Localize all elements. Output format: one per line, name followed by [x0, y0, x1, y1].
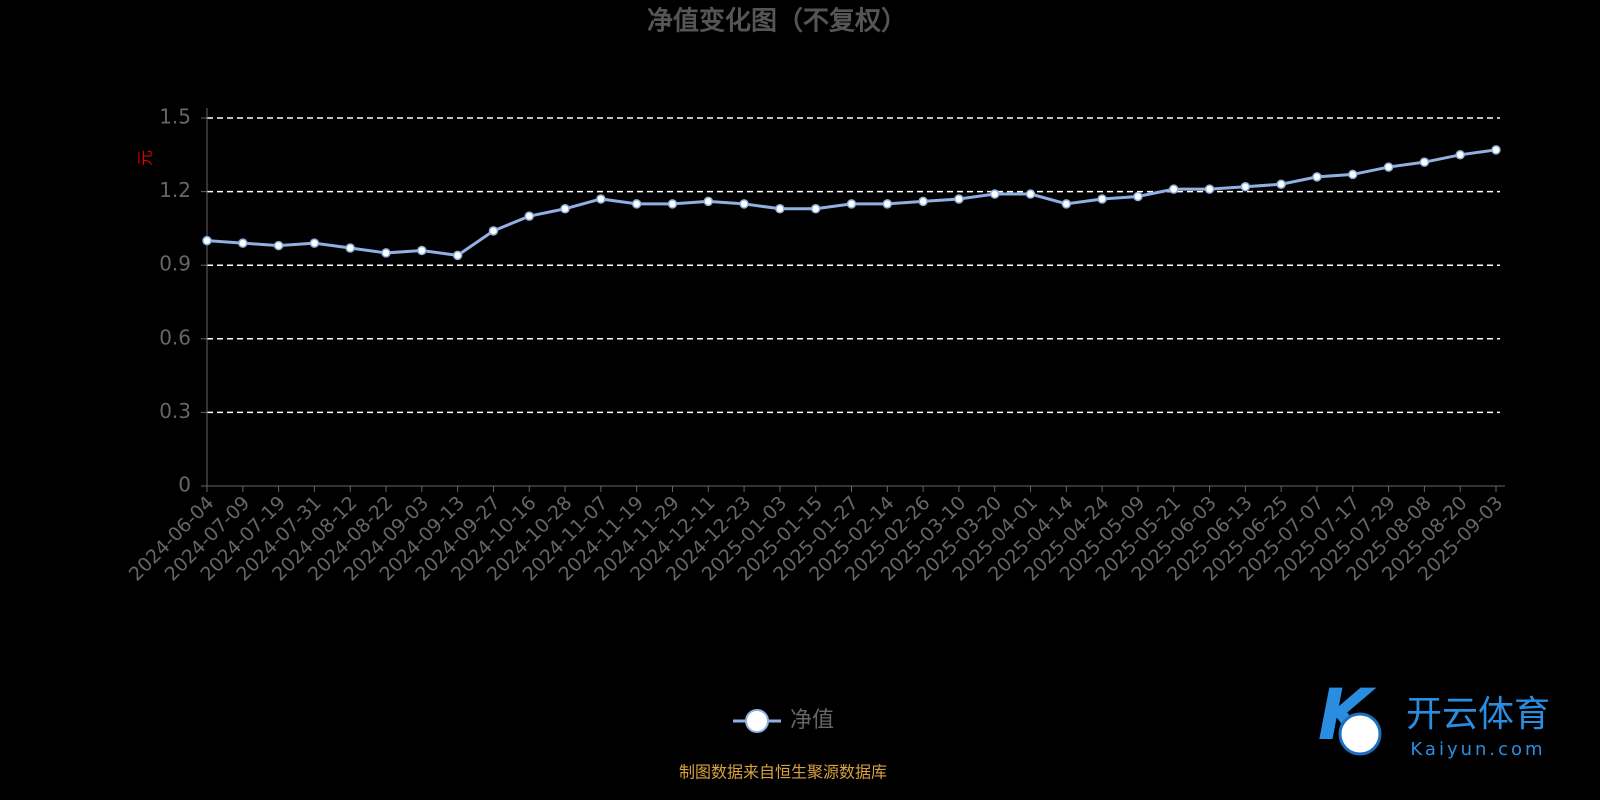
source-note: 制图数据来自恒生聚源数据库 [679, 763, 887, 782]
point [488, 226, 499, 236]
point [739, 199, 749, 209]
point [954, 194, 964, 204]
point [273, 240, 284, 251]
point [1133, 191, 1143, 202]
point [775, 204, 785, 214]
legend-marker [745, 709, 769, 733]
point [309, 238, 320, 248]
point [1491, 145, 1501, 155]
point [1204, 184, 1215, 194]
point [452, 250, 463, 261]
y-tick-label: 1.2 [159, 178, 191, 202]
point [381, 248, 391, 258]
point [1240, 181, 1251, 192]
point [1312, 172, 1322, 182]
point [560, 204, 570, 214]
point [631, 199, 642, 209]
watermark: K 开云体育 Kaiyun.com [1318, 674, 1550, 760]
watermark-name: 开云体育 [1406, 694, 1550, 735]
point [667, 199, 678, 209]
point [1276, 179, 1286, 189]
point [238, 238, 248, 248]
point [703, 196, 714, 207]
point [918, 196, 928, 207]
point [1348, 169, 1358, 180]
y-tick-label: 0.6 [159, 325, 191, 349]
point [989, 189, 1000, 199]
point [882, 199, 893, 209]
y-axis-label: 元 [136, 150, 155, 166]
point [1061, 199, 1072, 209]
point [1097, 194, 1107, 204]
point [1025, 189, 1036, 199]
point [1419, 157, 1430, 167]
y-tick-label: 0.9 [159, 252, 191, 276]
point [524, 211, 534, 221]
point [345, 243, 355, 253]
point [846, 199, 857, 209]
y-tick-label: 0 [178, 473, 191, 497]
point [810, 204, 821, 214]
legend-label: 净值 [790, 708, 834, 733]
point [202, 235, 212, 246]
point [1455, 150, 1465, 160]
y-tick-label: 1.5 [159, 105, 191, 129]
watermark-url: Kaiyun.com [1410, 739, 1545, 760]
point [1383, 162, 1394, 172]
watermark-ball [1338, 712, 1382, 756]
point [417, 245, 427, 256]
chart-title: 净值变化图（不复权） [647, 6, 907, 37]
point [1169, 184, 1179, 194]
point [596, 194, 606, 204]
y-tick-label: 0.3 [159, 399, 191, 423]
